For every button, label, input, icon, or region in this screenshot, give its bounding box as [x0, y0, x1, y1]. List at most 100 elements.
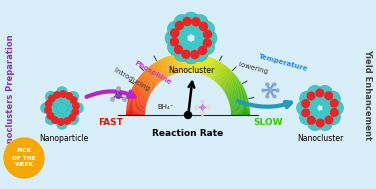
Circle shape: [53, 96, 64, 107]
Polygon shape: [227, 91, 246, 99]
Polygon shape: [220, 74, 235, 87]
Circle shape: [45, 91, 56, 102]
Polygon shape: [134, 83, 151, 94]
Polygon shape: [213, 64, 224, 80]
Circle shape: [45, 101, 52, 107]
Polygon shape: [141, 74, 156, 87]
Circle shape: [317, 116, 332, 131]
Circle shape: [192, 46, 208, 62]
Polygon shape: [128, 97, 147, 103]
Polygon shape: [126, 111, 145, 113]
Text: Nanocluster: Nanocluster: [297, 134, 343, 143]
Polygon shape: [206, 59, 215, 76]
Circle shape: [4, 138, 44, 178]
Polygon shape: [216, 68, 229, 83]
Polygon shape: [217, 69, 230, 84]
Polygon shape: [220, 73, 234, 86]
Polygon shape: [133, 86, 150, 95]
Circle shape: [185, 112, 191, 119]
Polygon shape: [200, 55, 206, 74]
Polygon shape: [126, 113, 145, 114]
Circle shape: [302, 109, 309, 117]
Text: PICK
OF THE
WEEK: PICK OF THE WEEK: [12, 149, 36, 167]
Polygon shape: [129, 95, 147, 102]
Circle shape: [199, 39, 215, 55]
Polygon shape: [136, 80, 152, 92]
Circle shape: [68, 91, 79, 102]
Text: Nanocluster: Nanocluster: [168, 66, 214, 75]
Polygon shape: [176, 54, 180, 73]
Circle shape: [182, 50, 190, 58]
Circle shape: [54, 92, 60, 98]
Polygon shape: [227, 88, 244, 97]
Polygon shape: [147, 68, 160, 83]
Polygon shape: [157, 61, 167, 78]
Polygon shape: [192, 53, 194, 72]
Polygon shape: [135, 81, 152, 92]
Polygon shape: [136, 79, 153, 91]
Text: lowering: lowering: [238, 61, 271, 75]
Polygon shape: [211, 62, 222, 79]
Circle shape: [331, 109, 338, 116]
Circle shape: [317, 111, 327, 121]
Polygon shape: [220, 74, 235, 87]
Polygon shape: [139, 76, 155, 88]
Polygon shape: [127, 102, 146, 107]
Text: Temperature: Temperature: [258, 53, 309, 73]
Polygon shape: [130, 92, 148, 100]
Circle shape: [195, 33, 205, 43]
Polygon shape: [227, 89, 245, 98]
Polygon shape: [153, 63, 165, 79]
Circle shape: [45, 114, 56, 125]
Polygon shape: [132, 88, 149, 97]
Polygon shape: [178, 54, 182, 73]
Polygon shape: [140, 75, 155, 88]
Text: BH₄⁻: BH₄⁻: [158, 104, 174, 110]
Polygon shape: [128, 99, 147, 105]
Polygon shape: [218, 70, 232, 85]
Polygon shape: [212, 64, 224, 80]
Circle shape: [170, 38, 179, 46]
Circle shape: [309, 98, 318, 108]
Circle shape: [176, 22, 183, 29]
Circle shape: [183, 17, 191, 26]
Polygon shape: [215, 67, 228, 82]
Circle shape: [317, 85, 332, 100]
Text: Phosphine: Phosphine: [133, 60, 172, 86]
Circle shape: [58, 119, 64, 125]
Circle shape: [308, 116, 315, 124]
Polygon shape: [193, 53, 197, 72]
Polygon shape: [169, 56, 176, 74]
Polygon shape: [146, 69, 159, 84]
Polygon shape: [149, 66, 162, 82]
Polygon shape: [208, 60, 218, 77]
Circle shape: [67, 98, 78, 109]
Circle shape: [192, 14, 208, 30]
Circle shape: [46, 98, 57, 109]
Circle shape: [174, 46, 190, 62]
Circle shape: [60, 96, 71, 107]
Circle shape: [317, 119, 324, 127]
Polygon shape: [127, 100, 146, 105]
Polygon shape: [231, 107, 250, 111]
Circle shape: [203, 30, 212, 38]
Polygon shape: [229, 98, 248, 104]
Polygon shape: [128, 98, 147, 104]
Polygon shape: [201, 56, 208, 74]
Polygon shape: [199, 55, 204, 74]
Polygon shape: [182, 53, 184, 72]
Circle shape: [56, 87, 68, 98]
Circle shape: [300, 91, 315, 106]
Polygon shape: [126, 114, 145, 115]
Polygon shape: [126, 112, 145, 114]
Polygon shape: [230, 100, 249, 105]
Polygon shape: [227, 90, 245, 98]
Circle shape: [73, 102, 83, 114]
Polygon shape: [131, 90, 149, 98]
Polygon shape: [168, 56, 175, 74]
Circle shape: [317, 95, 327, 105]
Text: FAST: FAST: [98, 118, 123, 127]
Circle shape: [60, 108, 71, 120]
Polygon shape: [190, 53, 191, 72]
Polygon shape: [127, 105, 146, 109]
